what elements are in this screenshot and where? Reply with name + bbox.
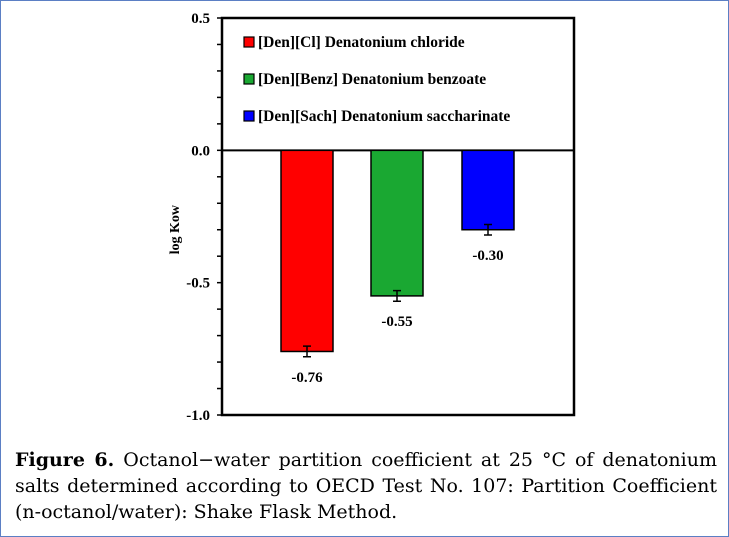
data-label-2: -0.55 <box>381 314 412 330</box>
legend-label-1: [Den][Cl] Denatonium chloride <box>258 34 465 51</box>
y-tick-label: -1.0 <box>186 408 210 424</box>
bar-2 <box>370 149 424 297</box>
legend-label-3: [Den][Sach] Denatonium saccharinate <box>258 108 510 125</box>
caption-text: Octanol−water partition coefficient at 2… <box>15 449 718 523</box>
y-tick-label: 0.0 <box>191 143 210 159</box>
y-axis-label: log Kow <box>168 204 183 254</box>
bar-1 <box>280 149 334 353</box>
data-label-1: -0.76 <box>291 370 323 386</box>
legend-label-2: [Den][Benz] Denatonium benzoate <box>258 71 486 88</box>
legend-swatch-2 <box>243 73 255 85</box>
y-tick-label: -0.5 <box>186 276 210 292</box>
legend-swatch-1 <box>243 36 255 48</box>
caption-label: Figure 6. <box>15 449 115 471</box>
data-label-3: -0.30 <box>472 248 503 264</box>
bar-chart: 0.5 0.0 -0.5 -1.0 log Kow -0.76 -0.55 -0.30 [Den… <box>168 11 576 424</box>
bar-3 <box>461 149 515 231</box>
y-tick-label: 0.5 <box>191 11 210 27</box>
figure-caption: Figure 6. Octanol−water partition coeffi… <box>15 447 717 525</box>
error-bar-2 <box>393 289 401 302</box>
legend-swatch-3 <box>243 110 255 122</box>
error-bar-3 <box>484 223 492 236</box>
error-bar-1 <box>303 345 311 358</box>
plot-area <box>220 16 576 417</box>
